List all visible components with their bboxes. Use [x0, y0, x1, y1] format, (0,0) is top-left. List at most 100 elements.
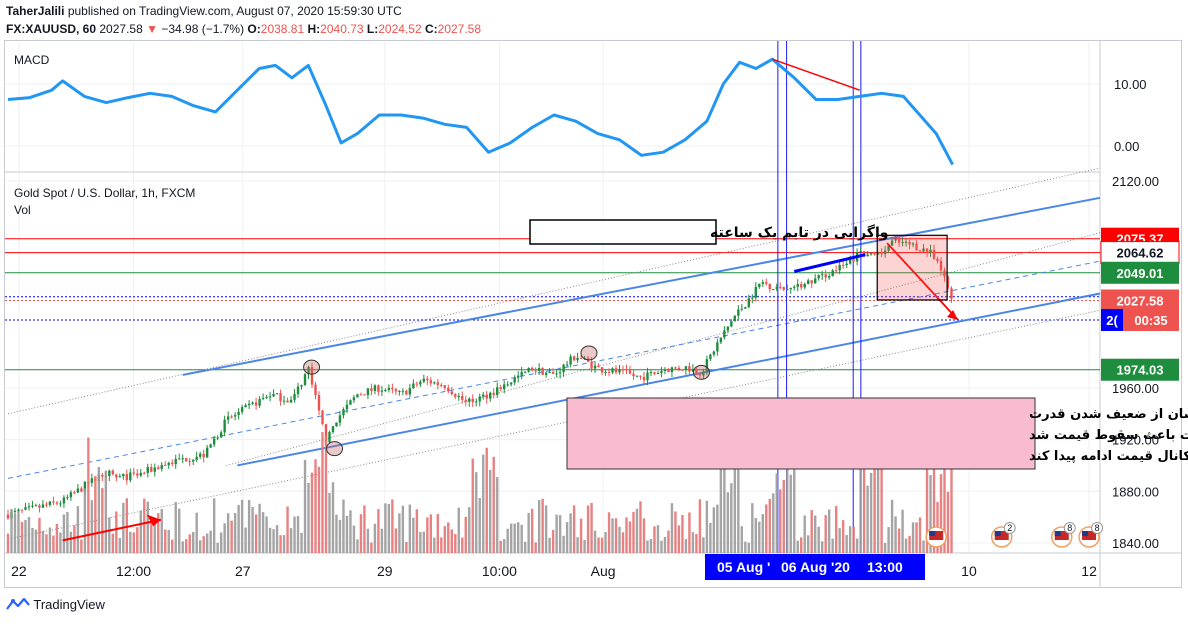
- candle-body: [6, 514, 10, 519]
- candle-body: [939, 260, 943, 271]
- volume-bar: [765, 504, 768, 553]
- candle-body: [384, 389, 387, 391]
- volume-bar: [401, 505, 405, 553]
- candle-body: [782, 287, 785, 290]
- candle-body: [506, 384, 509, 386]
- volume-bar: [887, 527, 890, 553]
- candle-body: [688, 366, 691, 372]
- candle-body: [789, 287, 792, 290]
- volume-bar: [136, 527, 139, 553]
- volume-bar: [572, 505, 576, 553]
- volume-bar: [499, 540, 502, 553]
- candle-body: [503, 384, 506, 390]
- candle-body: [118, 476, 122, 478]
- high-label: H:: [307, 22, 321, 36]
- crosshair-label-text: 06 Aug '20: [781, 559, 850, 575]
- volume-bar: [894, 516, 897, 553]
- volume-bar: [866, 485, 869, 553]
- volume-bar: [576, 537, 579, 553]
- candle-body: [810, 280, 813, 284]
- volume-bar: [656, 525, 660, 553]
- volume-bar: [38, 517, 41, 553]
- event-flag-icon[interactable]: 8: [1078, 522, 1104, 548]
- candle-body: [38, 505, 41, 508]
- volume-bar: [293, 516, 296, 553]
- candle-body: [611, 368, 614, 373]
- volume-bar: [17, 511, 20, 553]
- candle-body: [408, 388, 412, 395]
- candle-body: [310, 366, 314, 385]
- candle-body: [171, 462, 174, 465]
- volume-bar: [345, 515, 349, 553]
- candle-body: [52, 501, 55, 503]
- tradingview-brand[interactable]: TradingView: [33, 597, 105, 612]
- last-price: 2027.58: [99, 22, 143, 36]
- candle-body: [398, 390, 401, 392]
- volume-bar: [509, 523, 513, 553]
- candle-body: [723, 330, 726, 338]
- candle-body: [800, 284, 803, 288]
- candle-body: [555, 373, 558, 375]
- candle-body: [712, 351, 716, 355]
- volume-bar: [712, 507, 716, 553]
- event-flag-canton: [929, 531, 936, 536]
- candle-body: [873, 253, 876, 255]
- candle-body: [307, 366, 310, 375]
- volume-bar: [946, 491, 950, 553]
- time-axis-tick: 10:00: [482, 563, 517, 579]
- candle-body: [691, 369, 695, 372]
- volume-bar: [639, 501, 642, 553]
- candle-body: [226, 416, 230, 420]
- volume-bar: [328, 492, 331, 553]
- event-flag-icon[interactable]: 8: [1051, 522, 1076, 548]
- candle-body: [807, 280, 810, 284]
- candle-body: [646, 372, 649, 381]
- candle-body: [590, 361, 593, 369]
- candle-body: [551, 372, 555, 374]
- volume-bar: [915, 522, 918, 553]
- volume-bar: [859, 463, 862, 553]
- volume-bar: [667, 530, 670, 553]
- volume-bar: [24, 519, 27, 553]
- volume-bar: [492, 456, 495, 553]
- volume-bar: [918, 517, 922, 553]
- volume-bar: [384, 503, 387, 553]
- event-flag-icon[interactable]: [925, 526, 947, 548]
- candle-body: [233, 415, 237, 417]
- down-triangle-icon: ▼: [146, 22, 158, 36]
- author-name[interactable]: TaherJalili: [6, 4, 65, 18]
- vol-label: Vol: [14, 203, 31, 217]
- volume-bar: [611, 518, 614, 553]
- candle-body: [62, 497, 66, 504]
- volume-bar: [387, 503, 391, 553]
- tradingview-logo-icon[interactable]: [6, 597, 30, 614]
- volume-bar: [855, 538, 859, 553]
- event-flag-stripe: [929, 531, 944, 540]
- candle-body: [817, 275, 820, 279]
- annotation-box-2-bg: [566, 397, 1036, 470]
- candle-body: [132, 472, 135, 474]
- candle-body: [614, 368, 618, 373]
- candle-body: [936, 258, 939, 261]
- candle-body: [352, 397, 356, 401]
- time-axis-tick: 27: [235, 563, 251, 579]
- volume-bar: [796, 540, 799, 553]
- candle-body: [289, 399, 293, 403]
- volume-bar: [27, 517, 31, 553]
- candle-body: [485, 394, 488, 399]
- volume-bar: [751, 503, 754, 553]
- candle-body: [911, 243, 915, 245]
- candle-body: [852, 259, 855, 262]
- volume-bar: [205, 533, 209, 553]
- candle-body: [796, 284, 799, 287]
- volume-bar: [716, 504, 719, 553]
- event-flag-icon[interactable]: 2: [990, 522, 1016, 548]
- volume-bar: [551, 530, 555, 553]
- candle-body: [415, 383, 419, 385]
- volume-bar: [394, 528, 398, 553]
- candle-body: [412, 383, 415, 389]
- volume-bar: [562, 535, 565, 553]
- high-value: 2040.73: [320, 22, 364, 36]
- candle-body: [419, 381, 422, 385]
